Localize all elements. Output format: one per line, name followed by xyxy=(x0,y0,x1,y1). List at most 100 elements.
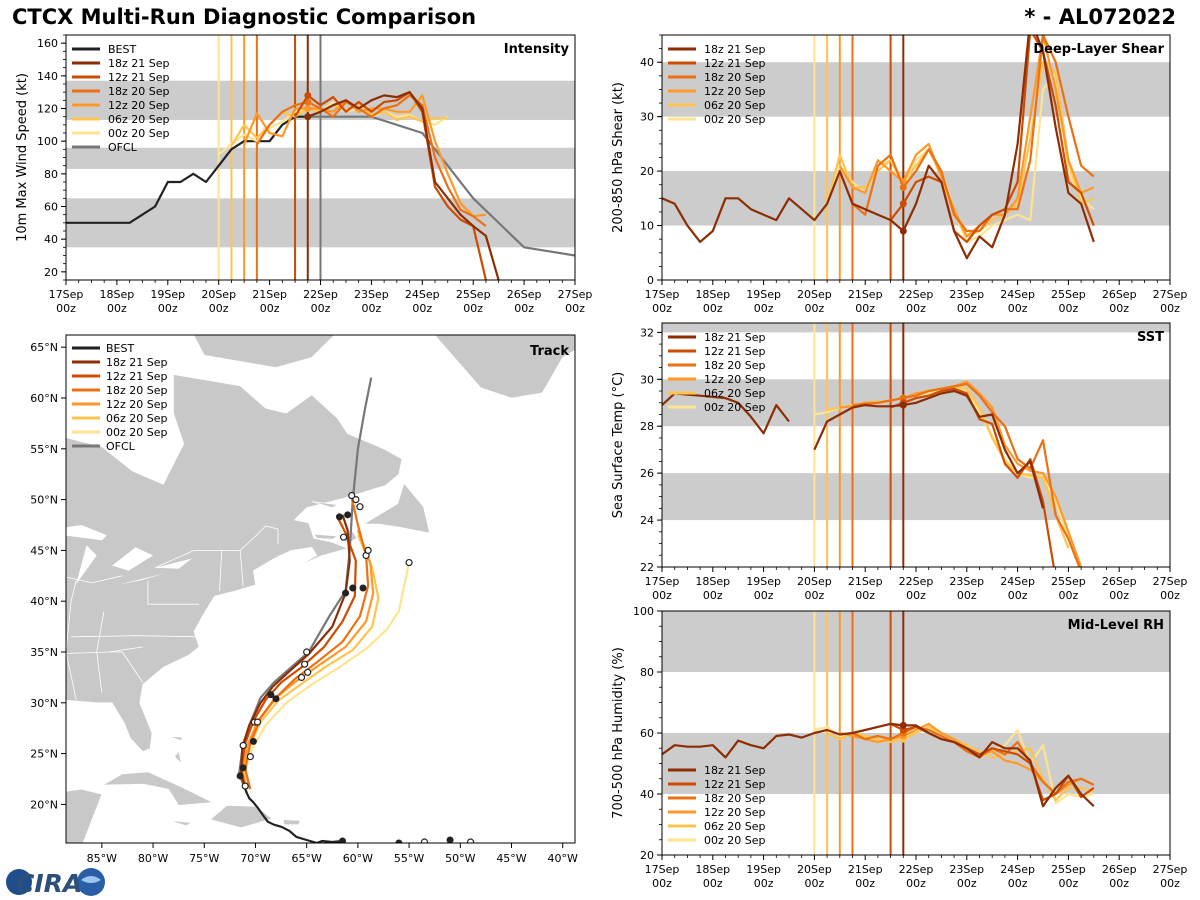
land-cuba xyxy=(102,771,214,806)
series-marker xyxy=(304,91,312,99)
x-tick-label: 18Sep xyxy=(695,288,730,301)
y-tick-label: 10 xyxy=(640,220,654,233)
legend-label: 00z 20 Sep xyxy=(704,834,766,847)
x-tick-label: 23Sep xyxy=(949,863,984,876)
series-line xyxy=(851,35,1095,233)
x-tick-label: 25Sep xyxy=(456,288,491,301)
legend-label: 12z 20 Sep xyxy=(704,806,766,819)
x-tick-label: 19Sep xyxy=(746,288,781,301)
panel-rh: 17Sep00z18Sep00z19Sep00z20Sep00z21Sep00z… xyxy=(611,605,1187,890)
x-tick-sublabel: 00z xyxy=(855,877,875,890)
track-point-open xyxy=(356,503,364,511)
x-tick-label: 23Sep xyxy=(354,288,389,301)
x-tick-sublabel: 00z xyxy=(1160,302,1180,315)
y-tick-label: 26 xyxy=(640,467,654,480)
x-tick-label: 27Sep xyxy=(558,288,593,301)
legend-label: 18z 20 Sep xyxy=(704,71,766,84)
land-north-america xyxy=(66,374,403,843)
series-line xyxy=(307,91,500,280)
land-hispaniola xyxy=(209,805,273,829)
lat-tick-label: 25°N xyxy=(30,748,58,761)
state-border xyxy=(154,525,279,569)
map-area xyxy=(66,335,575,843)
legend-label: 18z 20 Sep xyxy=(106,384,168,397)
x-tick-label: 20Sep xyxy=(797,863,832,876)
lon-tick-label: 85°W xyxy=(87,852,117,865)
legend-label: OFCL xyxy=(108,141,138,154)
x-tick-label: 22Sep xyxy=(303,288,338,301)
x-tick-label: 17Sep xyxy=(645,575,680,588)
x-tick-sublabel: 00z xyxy=(703,589,723,602)
y-axis-label: 200-850 hPa Shear (kt) xyxy=(611,82,626,233)
track-point-open xyxy=(241,782,249,790)
state-border xyxy=(66,575,123,584)
state-border xyxy=(71,635,200,638)
panel-title: Deep-Layer Shear xyxy=(1033,42,1164,57)
series-line xyxy=(255,94,487,227)
legend-label: 00z 20 Sep xyxy=(108,127,170,140)
great-lake xyxy=(76,545,97,584)
track-point xyxy=(344,511,352,519)
best-line xyxy=(66,115,308,224)
track-point-open xyxy=(405,558,413,567)
lon-tick-label: 60°W xyxy=(343,852,373,865)
y-tick-label: 22 xyxy=(640,561,654,574)
lon-tick-label: 80°W xyxy=(138,852,168,865)
legend-label: 18z 20 Sep xyxy=(704,359,766,372)
x-tick-sublabel: 00z xyxy=(1008,302,1028,315)
x-tick-sublabel: 00z xyxy=(412,302,432,315)
x-tick-sublabel: 00z xyxy=(754,302,774,315)
x-tick-label: 23Sep xyxy=(949,575,984,588)
x-tick-label: 24Sep xyxy=(1000,288,1035,301)
state-border xyxy=(219,550,223,592)
panel-intensity: 17Sep00z18Sep00z19Sep00z20Sep00z21Sep00z… xyxy=(15,34,593,315)
land-puerto-rico xyxy=(282,819,301,825)
x-tick-label: 22Sep xyxy=(899,863,934,876)
land-pei xyxy=(313,533,339,540)
x-tick-sublabel: 00z xyxy=(1109,877,1129,890)
x-tick-sublabel: 00z xyxy=(906,589,926,602)
x-tick-label: 25Sep xyxy=(1051,863,1086,876)
y-tick-label: 28 xyxy=(640,420,654,433)
lon-tick-label: 75°W xyxy=(189,852,219,865)
legend-label: 06z 20 Sep xyxy=(704,820,766,833)
lat-tick-label: 60°N xyxy=(30,392,58,405)
x-tick-sublabel: 00z xyxy=(463,302,483,315)
y-axis-label: 10m Max Wind Speed (kt) xyxy=(15,73,30,242)
x-tick-label: 25Sep xyxy=(1051,575,1086,588)
legend-label: 18z 21 Sep xyxy=(704,43,766,56)
panel-shear: 17Sep00z18Sep00z19Sep00z20Sep00z21Sep00z… xyxy=(611,34,1187,315)
track-point xyxy=(359,584,367,592)
panel-frame xyxy=(661,34,1171,281)
track-point xyxy=(272,695,280,703)
land-baffin xyxy=(193,335,335,368)
legend-label: 12z 20 Sep xyxy=(704,85,766,98)
legend-label: 18z 21 Sep xyxy=(704,764,766,777)
legend-label: 00z 20 Sep xyxy=(704,401,766,414)
shaded-band xyxy=(662,323,1170,333)
series-track xyxy=(244,534,380,790)
x-tick-sublabel: 00z xyxy=(158,302,178,315)
logo-text: CIRA xyxy=(16,869,82,898)
plot-area xyxy=(662,35,1095,260)
x-tick-sublabel: 00z xyxy=(56,302,76,315)
x-tick-label: 26Sep xyxy=(1102,575,1137,588)
y-tick-label: 30 xyxy=(640,111,654,124)
series-marker xyxy=(899,721,907,729)
great-lake xyxy=(155,558,192,569)
x-tick-sublabel: 00z xyxy=(1160,877,1180,890)
series-line xyxy=(243,94,487,218)
x-tick-sublabel: 00z xyxy=(1008,877,1028,890)
shaded-band xyxy=(662,611,1170,672)
x-tick-label: 20Sep xyxy=(797,575,832,588)
lat-tick-label: 65°N xyxy=(30,341,58,354)
lat-tick-label: 20°N xyxy=(30,798,58,811)
x-tick-sublabel: 00z xyxy=(362,302,382,315)
x-tick-sublabel: 00z xyxy=(957,877,977,890)
x-tick-sublabel: 00z xyxy=(957,589,977,602)
track-point xyxy=(267,691,275,699)
y-tick-label: 0 xyxy=(647,274,654,287)
series-line xyxy=(294,91,487,280)
